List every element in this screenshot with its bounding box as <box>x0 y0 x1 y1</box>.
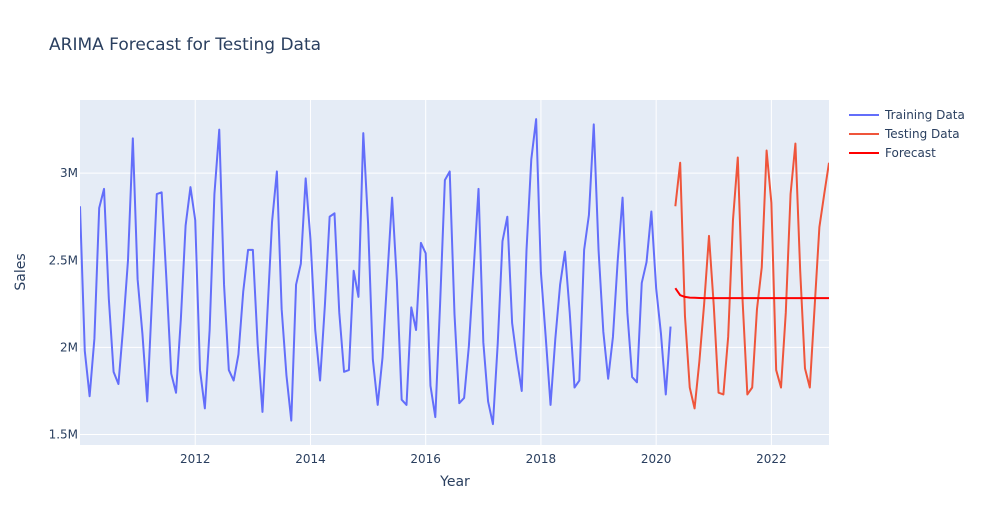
chart-title: ARIMA Forecast for Testing Data <box>49 35 321 55</box>
y-tick-label: 2M <box>60 340 78 354</box>
x-tick-label: 2022 <box>756 452 787 466</box>
x-tick-label: 2012 <box>180 452 211 466</box>
legend-label: Forecast <box>885 146 936 160</box>
legend-label: Testing Data <box>884 127 960 141</box>
y-axis-ticks: 1.5M 2M 2.5M 3M <box>49 166 78 441</box>
x-axis-ticks: 2012 2014 2016 2018 2020 2022 <box>180 452 787 466</box>
series-line-training-data <box>80 118 672 426</box>
legend-item-training-data[interactable]: Training Data <box>849 108 965 122</box>
y-tick-label: 1.5M <box>49 428 78 442</box>
legend[interactable]: Training Data Testing Data Forecast <box>849 108 965 160</box>
series-line-testing-data <box>674 142 829 410</box>
x-axis-title: Year <box>439 474 470 490</box>
x-tick-label: 2020 <box>641 452 672 466</box>
y-tick-label: 2.5M <box>49 253 78 267</box>
legend-item-testing-data[interactable]: Testing Data <box>849 127 960 141</box>
series-layer <box>80 118 829 426</box>
x-tick-label: 2018 <box>526 452 557 466</box>
x-tick-label: 2016 <box>410 452 441 466</box>
series-line-forecast <box>674 287 829 300</box>
y-tick-label: 3M <box>60 166 78 180</box>
legend-item-forecast[interactable]: Forecast <box>849 146 936 160</box>
legend-label: Training Data <box>884 108 965 122</box>
plot-area <box>80 100 829 445</box>
x-tick-label: 2014 <box>295 452 326 466</box>
y-axis-title: Sales <box>13 253 29 290</box>
